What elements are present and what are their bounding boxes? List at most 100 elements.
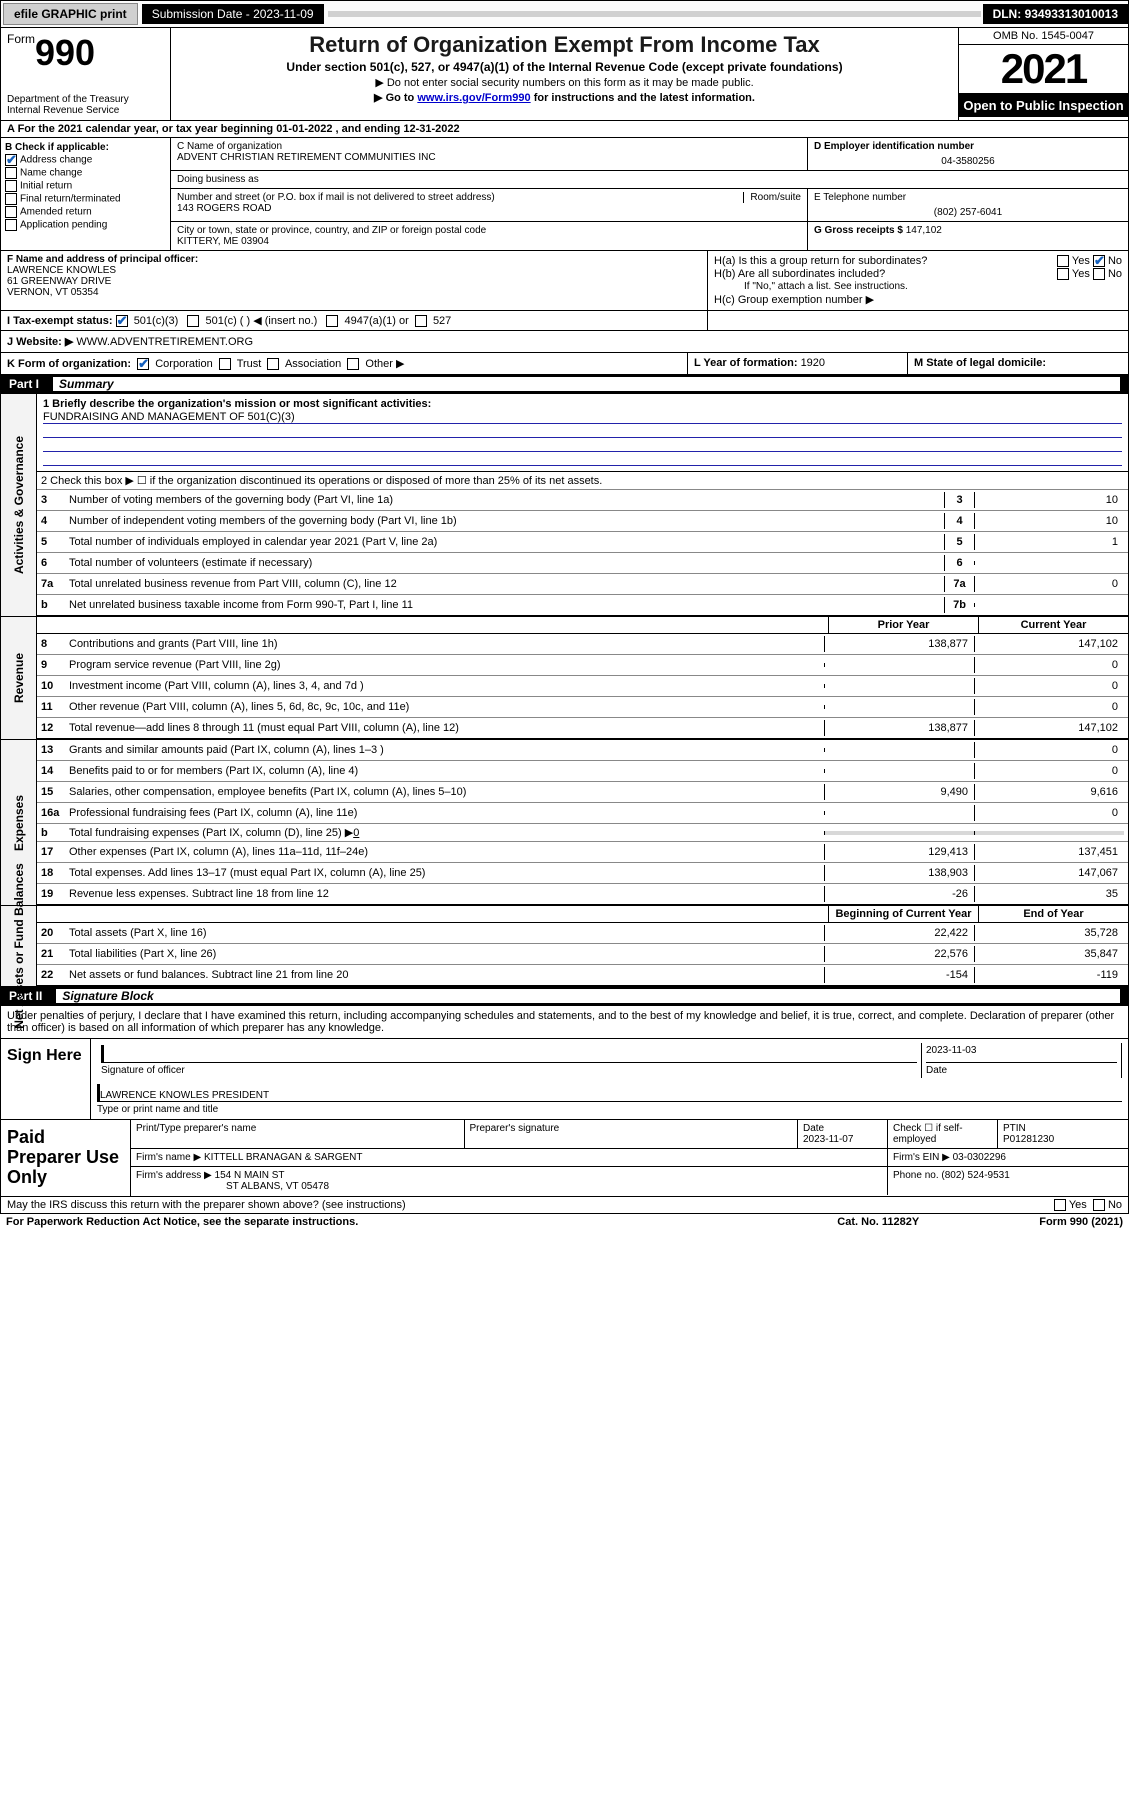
cb-4947[interactable] xyxy=(326,315,338,327)
line-16a: 16aProfessional fundraising fees (Part I… xyxy=(37,803,1128,824)
footer-row: For Paperwork Reduction Act Notice, see … xyxy=(0,1214,1129,1230)
mission-text: FUNDRAISING AND MANAGEMENT OF 501(C)(3) xyxy=(43,411,295,423)
line-6: 6Total number of volunteers (estimate if… xyxy=(37,553,1128,574)
city-box: City or town, state or province, country… xyxy=(171,222,808,250)
room-label: Room/suite xyxy=(743,192,801,203)
prep-date-value: 2023-11-07 xyxy=(803,1134,882,1145)
line-18: 18Total expenses. Add lines 13–17 (must … xyxy=(37,863,1128,884)
prep-self-employed[interactable]: Check ☐ if self-employed xyxy=(888,1120,998,1148)
cb-initial-return[interactable]: Initial return xyxy=(5,180,166,192)
street-label: Number and street (or P.O. box if mail i… xyxy=(177,192,743,203)
discuss-row: May the IRS discuss this return with the… xyxy=(0,1197,1129,1214)
firm-phone-label: Phone no. xyxy=(893,1170,939,1181)
irs-link[interactable]: www.irs.gov/Form990 xyxy=(417,92,530,104)
cb-amended-return[interactable]: Amended return xyxy=(5,206,166,218)
hb-note: If "No," attach a list. See instructions… xyxy=(714,281,1122,292)
line-5: 5Total number of individuals employed in… xyxy=(37,532,1128,553)
line-21: 21Total liabilities (Part X, line 26)22,… xyxy=(37,944,1128,965)
ha-no[interactable] xyxy=(1093,255,1105,267)
line-4: 4Number of independent voting members of… xyxy=(37,511,1128,532)
vlabel-rev: Revenue xyxy=(1,617,37,739)
line-12: 12Total revenue—add lines 8 through 11 (… xyxy=(37,718,1128,739)
street-value: 143 ROGERS ROAD xyxy=(177,203,801,214)
line-9: 9Program service revenue (Part VIII, lin… xyxy=(37,655,1128,676)
sig-date-label: Date xyxy=(926,1065,1117,1076)
preparer-row-2: Firm's name ▶ KITTELL BRANAGAN & SARGENT… xyxy=(131,1149,1128,1167)
ha-label: H(a) Is this a group return for subordin… xyxy=(714,255,927,267)
top-toolbar: efile GRAPHIC print Submission Date - 20… xyxy=(0,0,1129,28)
sig-officer-label: Signature of officer xyxy=(101,1065,917,1076)
submission-date: Submission Date - 2023-11-09 xyxy=(142,4,324,24)
cb-527[interactable] xyxy=(415,315,427,327)
line-14: 14Benefits paid to or for members (Part … xyxy=(37,761,1128,782)
street-box: Number and street (or P.O. box if mail i… xyxy=(171,189,808,222)
spacer xyxy=(328,11,981,17)
city-label: City or town, state or province, country… xyxy=(177,225,801,236)
cb-501c3[interactable] xyxy=(116,315,128,327)
line-3: 3Number of voting members of the governi… xyxy=(37,490,1128,511)
cb-corp[interactable] xyxy=(137,358,149,370)
hc-label: H(c) Group exemption number ▶ xyxy=(714,293,874,306)
firm-name: KITTELL BRANAGAN & SARGENT xyxy=(204,1152,363,1163)
ptin-value: P01281230 xyxy=(1003,1134,1123,1145)
line-7a: 7aTotal unrelated business revenue from … xyxy=(37,574,1128,595)
discuss-no[interactable] xyxy=(1093,1199,1105,1211)
tax-year: 2021 xyxy=(959,45,1128,94)
officer-name: LAWRENCE KNOWLES xyxy=(7,265,701,276)
prep-sig-label: Preparer's signature xyxy=(465,1120,799,1148)
cb-trust[interactable] xyxy=(219,358,231,370)
open-inspection: Open to Public Inspection xyxy=(959,94,1128,117)
line-10: 10Investment income (Part VIII, column (… xyxy=(37,676,1128,697)
cb-assoc[interactable] xyxy=(267,358,279,370)
line-8: 8Contributions and grants (Part VIII, li… xyxy=(37,634,1128,655)
hc-right xyxy=(708,311,1128,330)
cb-final-return[interactable]: Final return/terminated xyxy=(5,193,166,205)
tel-value: (802) 257-6041 xyxy=(814,207,1122,218)
pra-notice: For Paperwork Reduction Act Notice, see … xyxy=(6,1216,837,1228)
block-f-h: F Name and address of principal officer:… xyxy=(0,251,1129,311)
sign-here-row: Sign Here Signature of officer 2023-11-0… xyxy=(0,1039,1129,1120)
form-title: Return of Organization Exempt From Incom… xyxy=(177,32,952,58)
hb-yes[interactable] xyxy=(1057,268,1069,280)
efile-print-button[interactable]: efile GRAPHIC print xyxy=(3,3,138,25)
hb-no[interactable] xyxy=(1093,268,1105,280)
row-j-website: J Website: ▶ WWW.ADVENTRETIREMENT.ORG xyxy=(0,331,1129,353)
omb-number: OMB No. 1545-0047 xyxy=(959,28,1128,45)
ein-label: D Employer identification number xyxy=(814,141,1122,152)
dln: DLN: 93493313010013 xyxy=(983,4,1128,24)
ein-box: D Employer identification number 04-3580… xyxy=(808,138,1128,171)
signature-declaration: Under penalties of perjury, I declare th… xyxy=(0,1006,1129,1039)
section-net-assets: Net Assets or Fund Balances Beginning of… xyxy=(0,906,1129,987)
box-b: B Check if applicable: Address change Na… xyxy=(1,138,171,250)
dba-box: Doing business as xyxy=(171,171,1128,189)
cb-501c[interactable] xyxy=(187,315,199,327)
discuss-yes[interactable] xyxy=(1054,1199,1066,1211)
sign-here-body: Signature of officer 2023-11-03 Date LAW… xyxy=(91,1039,1128,1119)
firm-ein: 03-0302296 xyxy=(953,1152,1006,1163)
website-label: J Website: ▶ xyxy=(7,336,76,348)
sig-date-value: 2023-11-03 xyxy=(926,1045,1117,1063)
preparer-row-1: Print/Type preparer's name Preparer's si… xyxy=(131,1120,1128,1149)
officer-label: F Name and address of principal officer: xyxy=(7,254,701,265)
line-20: 20Total assets (Part X, line 16)22,42235… xyxy=(37,923,1128,944)
form-note-1: ▶ Do not enter social security numbers o… xyxy=(177,76,952,89)
cb-address-change[interactable]: Address change xyxy=(5,154,166,166)
section-revenue: Revenue Prior YearCurrent Year 8Contribu… xyxy=(0,617,1129,740)
firm-name-label: Firm's name ▶ xyxy=(136,1152,201,1163)
row-l: L Year of formation: 1920 xyxy=(688,353,908,374)
line-7b: bNet unrelated business taxable income f… xyxy=(37,595,1128,616)
tax-status-label: I Tax-exempt status: xyxy=(7,315,113,327)
gross-value: 147,102 xyxy=(906,225,942,236)
box-b-label: B Check if applicable: xyxy=(5,142,166,153)
cb-app-pending[interactable]: Application pending xyxy=(5,219,166,231)
row-i: I Tax-exempt status: 501(c)(3) 501(c) ( … xyxy=(0,311,1129,331)
cb-name-change[interactable]: Name change xyxy=(5,167,166,179)
box-f: F Name and address of principal officer:… xyxy=(1,251,708,310)
part1-label: Part I xyxy=(9,377,39,391)
block-b-c: B Check if applicable: Address change Na… xyxy=(0,138,1129,251)
section-expenses: Expenses 13Grants and similar amounts pa… xyxy=(0,740,1129,906)
firm-addr: 154 N MAIN ST xyxy=(215,1170,285,1181)
vlabel-na: Net Assets or Fund Balances xyxy=(1,906,37,986)
ha-yes[interactable] xyxy=(1057,255,1069,267)
cb-other[interactable] xyxy=(347,358,359,370)
